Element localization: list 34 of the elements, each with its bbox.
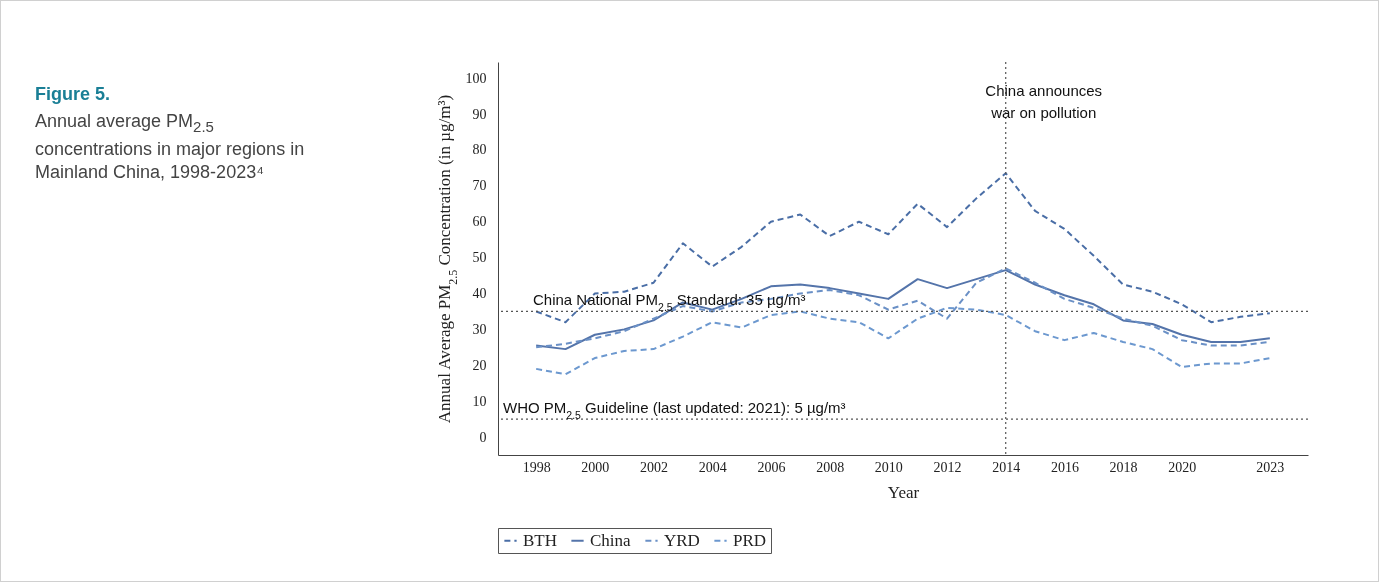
x-tick-label: 2023 — [1256, 459, 1285, 475]
x-tick-label: 2016 — [1050, 459, 1079, 475]
y-tick-label: 40 — [472, 285, 487, 301]
x-tick-label: 2008 — [816, 459, 845, 475]
x-tick-label: 2010 — [874, 459, 903, 475]
y-tick-label: 50 — [472, 250, 487, 266]
y-tick-label: 90 — [472, 106, 487, 122]
y-tick-label: 10 — [472, 393, 487, 409]
y-tick-label: 60 — [472, 214, 487, 230]
ref-line-label: WHO PM$_{2.5}$ Guideline (last updated: 2021): 5 µg/m³ — [503, 399, 846, 422]
legend-label: China — [590, 530, 632, 550]
y-tick-label: 30 — [472, 321, 487, 337]
x-tick-label: 2000 — [581, 459, 610, 475]
x-tick-label: 2006 — [757, 459, 786, 475]
y-tick-label: 20 — [472, 357, 487, 373]
x-axis-title: Year — [887, 482, 920, 502]
text: Figure 5. — [35, 84, 111, 105]
y-tick-label: 70 — [472, 178, 487, 194]
text: Annual average PM$_{2.5}$ concentrations in major regions in Mainland China, 1998-2023⁴ — [35, 110, 306, 184]
y-tick-label: 100 — [465, 70, 487, 86]
x-tick-label: 2002 — [640, 459, 669, 475]
x-tick-label: 2020 — [1168, 459, 1197, 475]
x-tick-label: 2004 — [698, 459, 727, 475]
legend-label: PRD — [733, 530, 767, 550]
x-tick-label: 2012 — [933, 459, 962, 475]
x-tick-label: 2014 — [992, 459, 1021, 475]
y-tick-label: 0 — [479, 429, 487, 445]
x-tick-label: 2018 — [1109, 459, 1138, 475]
legend-label: YRD — [664, 530, 700, 550]
y-tick-label: 80 — [472, 142, 487, 158]
legend-label: BTH — [523, 530, 557, 550]
x-tick-label: 1998 — [522, 459, 551, 475]
line-series — [535, 172, 1271, 324]
ref-line-label: China announces war on pollution — [985, 82, 1103, 121]
